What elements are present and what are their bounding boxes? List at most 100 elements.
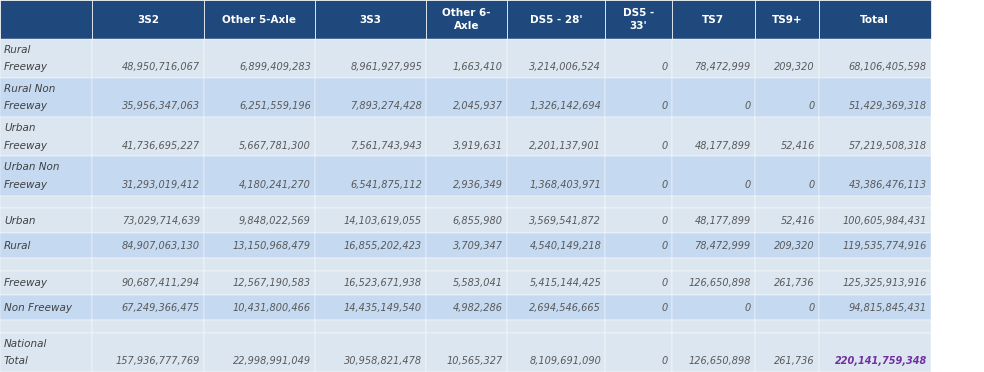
Text: Total: Total — [4, 356, 29, 366]
Text: Freeway: Freeway — [4, 62, 48, 72]
Bar — [819, 320, 931, 333]
Text: 6,541,875,112: 6,541,875,112 — [350, 180, 422, 190]
Bar — [672, 270, 755, 295]
Text: 78,472,999: 78,472,999 — [695, 241, 751, 250]
Text: 126,650,898: 126,650,898 — [688, 278, 751, 288]
Bar — [0, 196, 92, 208]
Bar — [507, 333, 605, 372]
Bar — [426, 270, 507, 295]
Bar — [819, 39, 931, 78]
Bar — [426, 157, 507, 196]
Bar — [755, 196, 819, 208]
Bar — [672, 196, 755, 208]
Bar — [755, 233, 819, 258]
Bar — [204, 320, 315, 333]
Bar — [819, 157, 931, 196]
Text: Freeway: Freeway — [4, 278, 48, 288]
Bar — [819, 295, 931, 320]
Text: 0: 0 — [809, 180, 815, 190]
Bar — [315, 320, 426, 333]
Text: 125,325,913,916: 125,325,913,916 — [842, 278, 927, 288]
Text: 209,320: 209,320 — [774, 241, 815, 250]
Text: 261,736: 261,736 — [774, 278, 815, 288]
Bar — [755, 295, 819, 320]
Bar — [507, 233, 605, 258]
Bar — [819, 270, 931, 295]
Bar — [755, 39, 819, 78]
Text: DS5 - 28': DS5 - 28' — [529, 15, 583, 25]
Text: 51,429,369,318: 51,429,369,318 — [849, 102, 927, 112]
Bar — [92, 320, 204, 333]
Bar — [204, 39, 315, 78]
Bar — [426, 118, 507, 157]
Text: 7,561,743,943: 7,561,743,943 — [350, 141, 422, 151]
Bar — [92, 39, 204, 78]
Text: 3,709,347: 3,709,347 — [453, 241, 503, 250]
Bar — [315, 196, 426, 208]
Text: 2,936,349: 2,936,349 — [453, 180, 503, 190]
Bar — [819, 78, 931, 118]
Bar — [507, 196, 605, 208]
Bar — [204, 157, 315, 196]
Bar — [92, 233, 204, 258]
Bar — [605, 39, 672, 78]
Text: 3,569,541,872: 3,569,541,872 — [529, 216, 601, 226]
Text: 4,540,149,218: 4,540,149,218 — [529, 241, 601, 250]
Bar — [755, 157, 819, 196]
Text: Freeway: Freeway — [4, 102, 48, 112]
Text: 5,415,144,425: 5,415,144,425 — [529, 278, 601, 288]
Bar — [204, 196, 315, 208]
Bar — [507, 258, 605, 270]
Bar — [92, 333, 204, 372]
Text: 3,919,631: 3,919,631 — [453, 141, 503, 151]
Text: 0: 0 — [745, 180, 751, 190]
Bar — [605, 118, 672, 157]
Text: 220,141,759,348: 220,141,759,348 — [834, 356, 927, 366]
Bar — [315, 78, 426, 118]
Text: 0: 0 — [662, 303, 668, 313]
Bar — [672, 78, 755, 118]
Text: 8,961,927,995: 8,961,927,995 — [350, 62, 422, 72]
Text: 41,736,695,227: 41,736,695,227 — [122, 141, 200, 151]
Text: 5,667,781,300: 5,667,781,300 — [239, 141, 311, 151]
Text: 48,177,899: 48,177,899 — [695, 141, 751, 151]
Text: 0: 0 — [662, 356, 668, 366]
Bar — [819, 0, 931, 39]
Bar — [605, 233, 672, 258]
Text: 94,815,845,431: 94,815,845,431 — [849, 303, 927, 313]
Text: 1,663,410: 1,663,410 — [453, 62, 503, 72]
Text: 30,958,821,478: 30,958,821,478 — [344, 356, 422, 366]
Bar — [426, 233, 507, 258]
Bar — [426, 320, 507, 333]
Bar — [819, 208, 931, 233]
Text: 209,320: 209,320 — [774, 62, 815, 72]
Text: 10,431,800,466: 10,431,800,466 — [233, 303, 311, 313]
Bar — [755, 118, 819, 157]
Text: 43,386,476,113: 43,386,476,113 — [849, 180, 927, 190]
Text: 35,956,347,063: 35,956,347,063 — [122, 102, 200, 112]
Bar — [605, 333, 672, 372]
Text: 6,899,409,283: 6,899,409,283 — [239, 62, 311, 72]
Text: Urban: Urban — [4, 216, 35, 226]
Text: 4,982,286: 4,982,286 — [453, 303, 503, 313]
Bar — [605, 270, 672, 295]
Text: 90,687,411,294: 90,687,411,294 — [122, 278, 200, 288]
Text: 52,416: 52,416 — [780, 216, 815, 226]
Bar — [0, 270, 92, 295]
Bar — [426, 78, 507, 118]
Text: 67,249,366,475: 67,249,366,475 — [122, 303, 200, 313]
Bar — [605, 196, 672, 208]
Bar — [315, 208, 426, 233]
Bar — [755, 78, 819, 118]
Bar — [92, 270, 204, 295]
Text: Freeway: Freeway — [4, 141, 48, 151]
Bar — [315, 233, 426, 258]
Bar — [755, 333, 819, 372]
Text: 3S2: 3S2 — [137, 15, 159, 25]
Bar — [204, 333, 315, 372]
Text: 2,201,137,901: 2,201,137,901 — [529, 141, 601, 151]
Bar — [819, 258, 931, 270]
Text: TS9+: TS9+ — [771, 15, 802, 25]
Bar — [426, 295, 507, 320]
Bar — [605, 0, 672, 39]
